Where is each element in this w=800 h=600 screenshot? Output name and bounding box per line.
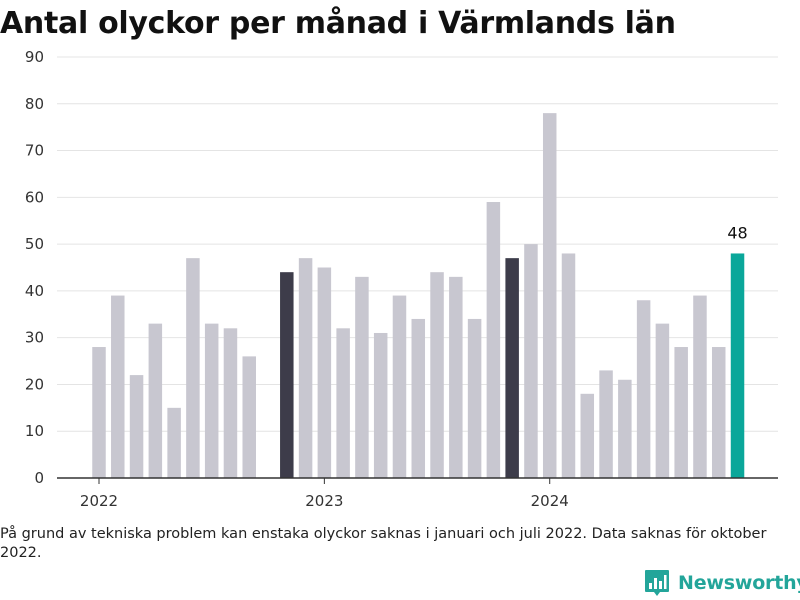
bar-2024-01 bbox=[542, 113, 557, 478]
bar-2023-01 bbox=[317, 267, 332, 478]
value-label: 48 bbox=[727, 223, 747, 242]
bar-2022-12 bbox=[298, 258, 313, 478]
bar-2023-12 bbox=[524, 244, 538, 478]
bars bbox=[92, 113, 745, 478]
bar-2023-05 bbox=[392, 295, 407, 478]
bar-2024-09 bbox=[693, 295, 707, 478]
bar-2022-02 bbox=[111, 295, 125, 478]
bar-2022-04 bbox=[148, 323, 163, 478]
bar-2024-02 bbox=[561, 253, 576, 478]
y-tick-label: 40 bbox=[25, 282, 44, 300]
y-tick-label: 70 bbox=[25, 142, 44, 160]
bar-2023-03 bbox=[355, 276, 369, 478]
bar-2024-07 bbox=[655, 323, 670, 478]
bar-2022-08 bbox=[223, 328, 238, 478]
bar-2022-03 bbox=[129, 375, 144, 478]
bar-chart: 0 10 20 30 40 50 60 70 80 90 48 2022 2023 2024 bbox=[25, 48, 778, 510]
bar-2023-06 bbox=[411, 318, 426, 478]
bar-2022-06 bbox=[186, 258, 200, 478]
bar-2022-05 bbox=[167, 407, 181, 478]
y-tick-label: 90 bbox=[25, 48, 44, 66]
brand-name: Newsworthy bbox=[678, 572, 800, 594]
bar-2022-07 bbox=[204, 323, 219, 478]
brand-logo: Newsworthy bbox=[644, 569, 800, 597]
value-labels: 48 bbox=[727, 223, 747, 242]
x-axis: 2022 2023 2024 bbox=[80, 478, 569, 510]
bar-chart-badge-icon bbox=[645, 570, 669, 596]
bar-2022-09 bbox=[242, 356, 256, 478]
gridlines bbox=[57, 56, 778, 432]
bar-2023-10 bbox=[486, 202, 501, 478]
bar-2024-05 bbox=[618, 379, 632, 478]
y-tick-label: 30 bbox=[25, 329, 44, 347]
x-tick-label: 2022 bbox=[80, 492, 118, 510]
bar-2023-07 bbox=[430, 272, 444, 478]
bar-2023-02 bbox=[336, 328, 350, 478]
bar-2024-10 bbox=[711, 347, 726, 478]
x-tick-label: 2023 bbox=[305, 492, 343, 510]
x-tick-label: 2024 bbox=[531, 492, 569, 510]
y-tick-label: 20 bbox=[25, 375, 44, 393]
bar-2024-04 bbox=[599, 370, 613, 478]
bar-2023-09 bbox=[467, 318, 482, 478]
chart-title: Antal olyckor per månad i Värmlands län bbox=[0, 6, 676, 41]
bar-2023-04 bbox=[373, 332, 388, 478]
y-tick-label: 60 bbox=[25, 188, 44, 206]
y-axis: 0 10 20 30 40 50 60 70 80 90 bbox=[25, 48, 44, 487]
footnote: På grund av tekniska problem kan enstaka… bbox=[0, 526, 767, 561]
bar-2022-11 bbox=[280, 272, 294, 478]
y-tick-label: 0 bbox=[34, 469, 44, 487]
bar-2024-03 bbox=[580, 393, 595, 478]
bar-2023-08 bbox=[449, 276, 463, 478]
y-tick-label: 80 bbox=[25, 95, 44, 113]
bar-2024-08 bbox=[674, 347, 688, 478]
bar-2024-06 bbox=[636, 300, 651, 478]
bar-2023-11 bbox=[505, 258, 519, 478]
bar-2022-01 bbox=[92, 347, 106, 478]
y-tick-label: 50 bbox=[25, 235, 44, 253]
y-tick-label: 10 bbox=[25, 422, 44, 440]
bar-2024-11 bbox=[730, 253, 745, 478]
